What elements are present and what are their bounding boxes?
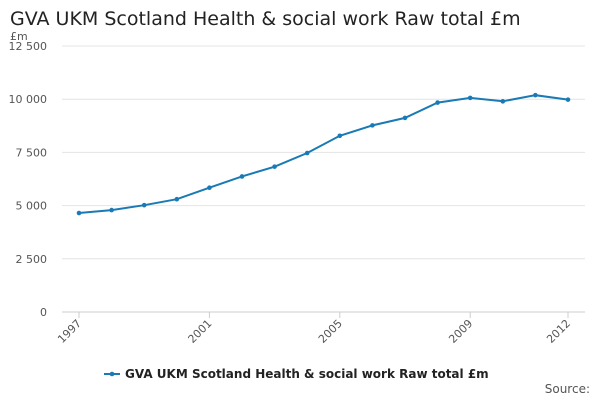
data-point[interactable] bbox=[370, 123, 375, 128]
data-point[interactable] bbox=[402, 115, 408, 121]
x-tick-label: 2001 bbox=[186, 317, 215, 346]
data-point[interactable] bbox=[337, 133, 343, 139]
x-tick-label: 1997 bbox=[55, 317, 84, 346]
data-point[interactable] bbox=[565, 97, 571, 102]
x-tick-label: 2012 bbox=[544, 317, 573, 346]
source-label: Source: bbox=[545, 382, 590, 396]
y-tick-label: 2 500 bbox=[16, 253, 48, 266]
data-point[interactable] bbox=[435, 100, 440, 105]
data-point[interactable] bbox=[76, 210, 82, 216]
data-point[interactable] bbox=[272, 164, 277, 169]
series-group bbox=[76, 92, 571, 216]
chart-title: GVA UKM Scotland Health & social work Ra… bbox=[10, 8, 521, 30]
legend-marker-swatch bbox=[109, 371, 115, 377]
y-tick-label: 10 000 bbox=[9, 93, 48, 106]
data-point[interactable] bbox=[109, 207, 114, 213]
legend-label[interactable]: GVA UKM Scotland Health & social work Ra… bbox=[125, 367, 489, 381]
data-point[interactable] bbox=[304, 150, 310, 156]
data-point[interactable] bbox=[141, 202, 147, 208]
y-tick-label: 5 000 bbox=[16, 200, 48, 213]
y-tick-label: 7 500 bbox=[16, 146, 48, 159]
data-point[interactable] bbox=[239, 174, 245, 179]
x-tick-label: 2009 bbox=[446, 317, 475, 346]
y-axis-ticks: 0 2 500 5 000 7 500 10 000 12 500 bbox=[9, 40, 48, 319]
y-tick-label: 0 bbox=[40, 306, 47, 319]
data-point[interactable] bbox=[207, 185, 212, 191]
series-line bbox=[78, 94, 569, 214]
data-point[interactable] bbox=[500, 99, 506, 104]
legend[interactable]: GVA UKM Scotland Health & social work Ra… bbox=[104, 367, 489, 381]
y-axis-unit: £m bbox=[10, 30, 28, 43]
x-axis: 1997 2001 2005 2009 2012 bbox=[55, 311, 585, 346]
data-point[interactable] bbox=[467, 95, 473, 101]
x-tick-label: 2005 bbox=[316, 317, 345, 346]
y-tick-label: 12 500 bbox=[9, 40, 48, 53]
data-point[interactable] bbox=[533, 92, 538, 98]
data-point[interactable] bbox=[174, 196, 180, 202]
gridlines bbox=[62, 45, 585, 260]
